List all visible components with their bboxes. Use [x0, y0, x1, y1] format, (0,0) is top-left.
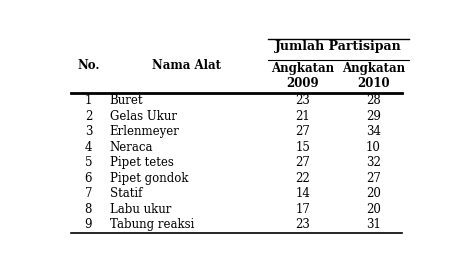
Text: 14: 14 — [296, 187, 311, 200]
Text: No.: No. — [77, 59, 100, 72]
Text: 23: 23 — [296, 218, 311, 232]
Text: Erlenmeyer: Erlenmeyer — [109, 125, 179, 138]
Text: Pipet tetes: Pipet tetes — [109, 156, 173, 169]
Text: 32: 32 — [366, 156, 381, 169]
Text: 8: 8 — [85, 203, 92, 216]
Text: 27: 27 — [366, 172, 381, 185]
Text: 17: 17 — [296, 203, 311, 216]
Text: 15: 15 — [296, 141, 311, 154]
Text: Neraca: Neraca — [109, 141, 153, 154]
Text: Angkatan
2010: Angkatan 2010 — [342, 62, 405, 90]
Text: Gelas Ukur: Gelas Ukur — [109, 109, 177, 123]
Text: Angkatan
2009: Angkatan 2009 — [271, 62, 335, 90]
Text: 27: 27 — [296, 156, 311, 169]
Text: 9: 9 — [84, 218, 92, 232]
Text: 3: 3 — [84, 125, 92, 138]
Text: 29: 29 — [366, 109, 381, 123]
Text: 7: 7 — [84, 187, 92, 200]
Text: 21: 21 — [296, 109, 311, 123]
Text: Statif: Statif — [109, 187, 142, 200]
Text: 1: 1 — [85, 94, 92, 107]
Text: Buret: Buret — [109, 94, 143, 107]
Text: 27: 27 — [296, 125, 311, 138]
Text: 10: 10 — [366, 141, 381, 154]
Text: 4: 4 — [84, 141, 92, 154]
Text: Pipet gondok: Pipet gondok — [109, 172, 188, 185]
Text: 23: 23 — [296, 94, 311, 107]
Text: 22: 22 — [296, 172, 311, 185]
Text: 6: 6 — [84, 172, 92, 185]
Text: 2: 2 — [85, 109, 92, 123]
Text: 34: 34 — [366, 125, 381, 138]
Text: Labu ukur: Labu ukur — [109, 203, 171, 216]
Text: 31: 31 — [366, 218, 381, 232]
Text: 20: 20 — [366, 187, 381, 200]
Text: Jumlah Partisipan: Jumlah Partisipan — [275, 40, 402, 53]
Text: 5: 5 — [84, 156, 92, 169]
Text: 28: 28 — [366, 94, 381, 107]
Text: Tabung reaksi: Tabung reaksi — [109, 218, 194, 232]
Text: 20: 20 — [366, 203, 381, 216]
Text: Nama Alat: Nama Alat — [153, 59, 222, 72]
